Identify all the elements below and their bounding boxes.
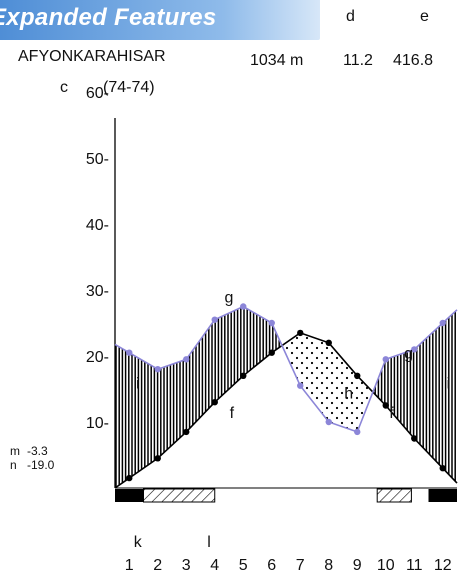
month-label: 6	[267, 557, 276, 574]
annotation-i: i	[447, 375, 451, 392]
precipitation-point	[268, 319, 275, 327]
m-value: -3.3	[27, 444, 48, 458]
y-tick-label: 40-	[86, 217, 109, 234]
month-label: 9	[353, 557, 362, 574]
label-d: d	[346, 8, 355, 25]
month-label: 7	[296, 557, 305, 574]
frost-bar-hatched	[143, 488, 216, 503]
temperature-point	[325, 339, 332, 346]
features-banner[interactable]: Expanded Features	[0, 0, 320, 40]
annotation-g: g	[225, 290, 234, 307]
temperature-point	[240, 372, 247, 379]
precipitation-point	[297, 382, 304, 389]
precipitation-point	[211, 316, 218, 323]
y-tick-label: 50-	[86, 151, 109, 168]
month-label: 5	[239, 557, 248, 574]
month-label: 12	[434, 557, 452, 574]
label-e: e	[420, 8, 429, 25]
y-tick-label: 30-	[86, 283, 109, 300]
station-name: AFYONKARAHISAR	[18, 48, 166, 65]
temperature-point	[382, 402, 389, 409]
arid-period-area	[283, 333, 371, 432]
precipitation-point	[154, 366, 161, 373]
month-label: 1	[125, 557, 134, 574]
month-label: 2	[153, 557, 162, 574]
temperature-point	[411, 435, 418, 442]
temperature-point	[154, 455, 161, 462]
y-tick-label: 20-	[86, 349, 109, 366]
station-elevation: 1034 m	[250, 52, 304, 69]
precipitation-line	[114, 305, 458, 433]
precipitation-point	[382, 356, 389, 363]
annual-precipitation: 416.8	[393, 52, 434, 69]
label-n: n	[10, 458, 17, 472]
temperature-point	[297, 329, 304, 337]
temperature-point	[268, 349, 275, 356]
precipitation-point	[354, 428, 361, 436]
month-label: 11	[406, 557, 423, 574]
precipitation-point	[126, 349, 133, 356]
annotation-i: i	[136, 375, 140, 392]
temperature-point	[183, 428, 190, 436]
precipitation-point	[325, 418, 332, 426]
label-m: m	[10, 444, 20, 458]
precipitation-point	[411, 346, 418, 353]
temperature-point	[354, 372, 361, 379]
precipitation-point	[240, 303, 247, 310]
precipitation-point	[439, 319, 446, 327]
annotation-l: l	[207, 534, 211, 551]
frost-bar-hatched	[376, 488, 412, 503]
frost-bar-solid	[428, 489, 457, 502]
station-years: (74-74)	[103, 79, 155, 96]
month-label: 4	[210, 557, 219, 574]
annotation-f: f	[230, 405, 235, 422]
precipitation-point	[183, 356, 190, 363]
annotation-k: k	[134, 534, 143, 551]
n-value: -19.0	[27, 458, 55, 472]
banner-title: Expanded Features	[0, 4, 217, 31]
annotation-f: f	[389, 405, 394, 422]
temperature-point	[211, 399, 218, 406]
annotation-h: h	[344, 385, 353, 402]
y-tick-label: 10-	[86, 415, 109, 432]
temperature-point	[126, 474, 133, 482]
temperature-line	[114, 332, 458, 489]
temperature-point	[439, 465, 446, 472]
mean-temperature: 11.2	[343, 52, 373, 69]
y-tick-label: 60-	[86, 85, 109, 102]
month-label: 10	[377, 557, 395, 574]
month-label: 8	[324, 557, 333, 574]
annotation-g: g	[404, 346, 413, 363]
label-c: c	[60, 79, 68, 96]
month-label: 3	[182, 557, 191, 574]
frost-bar-solid	[115, 489, 144, 502]
